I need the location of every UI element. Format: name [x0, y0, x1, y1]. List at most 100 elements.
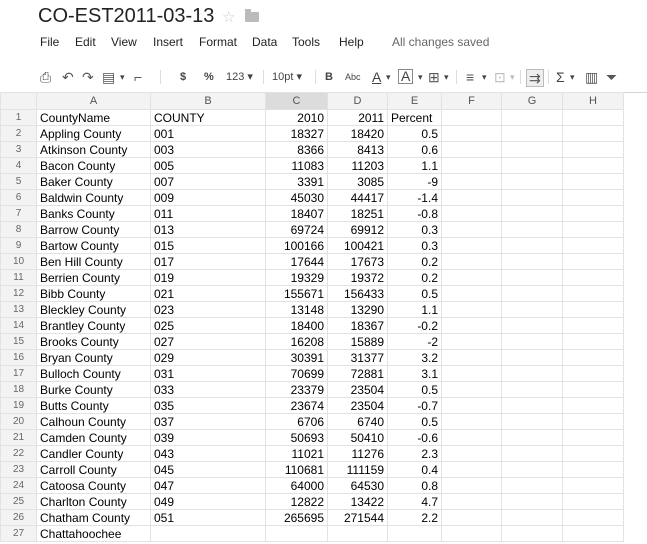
- row-header[interactable]: 23: [0, 461, 37, 478]
- cell-county-code[interactable]: 051: [150, 509, 266, 526]
- sum-button[interactable]: Σ: [556, 69, 565, 85]
- cell-county-name[interactable]: Chattahoochee: [36, 525, 151, 542]
- cell-empty[interactable]: [501, 477, 563, 494]
- cell-empty[interactable]: [501, 285, 563, 302]
- number-format-dropdown[interactable]: 123 ▾: [226, 71, 253, 83]
- chevron-down-icon[interactable]: ▾: [510, 72, 515, 82]
- cell-county-code[interactable]: 027: [150, 333, 266, 350]
- row-header[interactable]: 24: [0, 477, 37, 494]
- column-header-a[interactable]: A: [36, 92, 151, 110]
- cell-2010[interactable]: 13148: [265, 301, 328, 318]
- cell-empty[interactable]: [562, 461, 624, 478]
- cell-empty[interactable]: [562, 333, 624, 350]
- cell-2010[interactable]: 6706: [265, 413, 328, 430]
- cell-county-code[interactable]: 025: [150, 317, 266, 334]
- column-header-b[interactable]: B: [150, 92, 266, 110]
- cell-empty[interactable]: [562, 205, 624, 222]
- cell-empty[interactable]: [562, 413, 624, 430]
- cell-percent[interactable]: -9: [387, 173, 442, 190]
- cell-empty[interactable]: [441, 333, 502, 350]
- cell-2011[interactable]: 31377: [327, 349, 388, 366]
- chart-icon[interactable]: ▥: [585, 69, 599, 85]
- row-header[interactable]: 17: [0, 365, 37, 382]
- cell-2010[interactable]: 2010: [265, 109, 328, 126]
- cell-empty[interactable]: [562, 285, 624, 302]
- cell-empty[interactable]: [441, 365, 502, 382]
- cell-county-name[interactable]: Calhoun County: [36, 413, 151, 430]
- cell-empty[interactable]: [441, 109, 502, 126]
- column-header-e[interactable]: E: [387, 92, 442, 110]
- cell-2011[interactable]: 23504: [327, 397, 388, 414]
- row-header[interactable]: 1: [0, 109, 37, 126]
- borders-icon[interactable]: ⊞: [428, 69, 440, 85]
- cell-empty[interactable]: [501, 413, 563, 430]
- currency-button[interactable]: $: [180, 71, 187, 83]
- cell-percent[interactable]: Percent: [387, 109, 442, 126]
- cell-empty[interactable]: [501, 493, 563, 510]
- cell-2011[interactable]: 271544: [327, 509, 388, 526]
- cell-2010[interactable]: 17644: [265, 253, 328, 270]
- cell-empty[interactable]: [501, 461, 563, 478]
- menu-help[interactable]: Help: [339, 35, 364, 49]
- paste-format-icon[interactable]: ▤: [102, 69, 116, 85]
- cell-empty[interactable]: [562, 397, 624, 414]
- cell-empty[interactable]: [562, 349, 624, 366]
- cell-empty[interactable]: [562, 157, 624, 174]
- cell-county-name[interactable]: Bibb County: [36, 285, 151, 302]
- menu-insert[interactable]: Insert: [153, 35, 184, 49]
- cell-percent[interactable]: 3.1: [387, 365, 442, 382]
- column-header-h[interactable]: H: [562, 92, 624, 110]
- cell-empty[interactable]: [501, 221, 563, 238]
- cell-county-code[interactable]: 015: [150, 237, 266, 254]
- cell-empty[interactable]: [441, 525, 502, 542]
- cell-empty[interactable]: [562, 509, 624, 526]
- redo-icon[interactable]: ↷: [82, 69, 94, 85]
- cell-empty[interactable]: [441, 189, 502, 206]
- cell-percent[interactable]: 0.3: [387, 221, 442, 238]
- cell-2011[interactable]: 50410: [327, 429, 388, 446]
- chevron-down-icon[interactable]: ▾: [570, 72, 575, 82]
- cell-percent[interactable]: 0.5: [387, 413, 442, 430]
- select-all-corner[interactable]: [0, 92, 37, 110]
- cell-empty[interactable]: [441, 493, 502, 510]
- cell-empty[interactable]: [562, 125, 624, 142]
- cell-county-code[interactable]: 033: [150, 381, 266, 398]
- menu-edit[interactable]: Edit: [75, 35, 96, 49]
- cell-percent[interactable]: 2.2: [387, 509, 442, 526]
- cell-county-name[interactable]: Bulloch County: [36, 365, 151, 382]
- cell-2011[interactable]: 19372: [327, 269, 388, 286]
- cell-empty[interactable]: [441, 237, 502, 254]
- cell-county-name[interactable]: Camden County: [36, 429, 151, 446]
- document-title[interactable]: CO-EST2011-03-13: [38, 5, 215, 27]
- filter-icon[interactable]: ⏷: [606, 69, 618, 85]
- cell-2011[interactable]: 11203: [327, 157, 388, 174]
- row-header[interactable]: 2: [0, 125, 37, 142]
- cell-empty[interactable]: [562, 173, 624, 190]
- paint-format-icon[interactable]: ⌐: [134, 69, 143, 85]
- align-icon[interactable]: ≡: [466, 69, 475, 85]
- row-header[interactable]: 8: [0, 221, 37, 238]
- cell-empty[interactable]: [562, 525, 624, 542]
- cell-empty[interactable]: [562, 141, 624, 158]
- cell-empty[interactable]: [501, 173, 563, 190]
- row-header[interactable]: 19: [0, 397, 37, 414]
- cell-empty[interactable]: [441, 381, 502, 398]
- cell-county-code[interactable]: 005: [150, 157, 266, 174]
- cell-county-code[interactable]: 029: [150, 349, 266, 366]
- cell-county-code[interactable]: [150, 525, 266, 542]
- cell-2011[interactable]: 72881: [327, 365, 388, 382]
- cell-county-name[interactable]: Carroll County: [36, 461, 151, 478]
- cell-empty[interactable]: [501, 253, 563, 270]
- cell-2011[interactable]: 3085: [327, 173, 388, 190]
- cell-2010[interactable]: 3391: [265, 173, 328, 190]
- cell-2011[interactable]: 100421: [327, 237, 388, 254]
- cell-2010[interactable]: 23379: [265, 381, 328, 398]
- cell-empty[interactable]: [562, 221, 624, 238]
- cell-county-name[interactable]: Baldwin County: [36, 189, 151, 206]
- cell-empty[interactable]: [562, 253, 624, 270]
- cell-2010[interactable]: 155671: [265, 285, 328, 302]
- row-header[interactable]: 16: [0, 349, 37, 366]
- cell-2011[interactable]: 8413: [327, 141, 388, 158]
- column-header-g[interactable]: G: [501, 92, 563, 110]
- cell-county-name[interactable]: Bleckley County: [36, 301, 151, 318]
